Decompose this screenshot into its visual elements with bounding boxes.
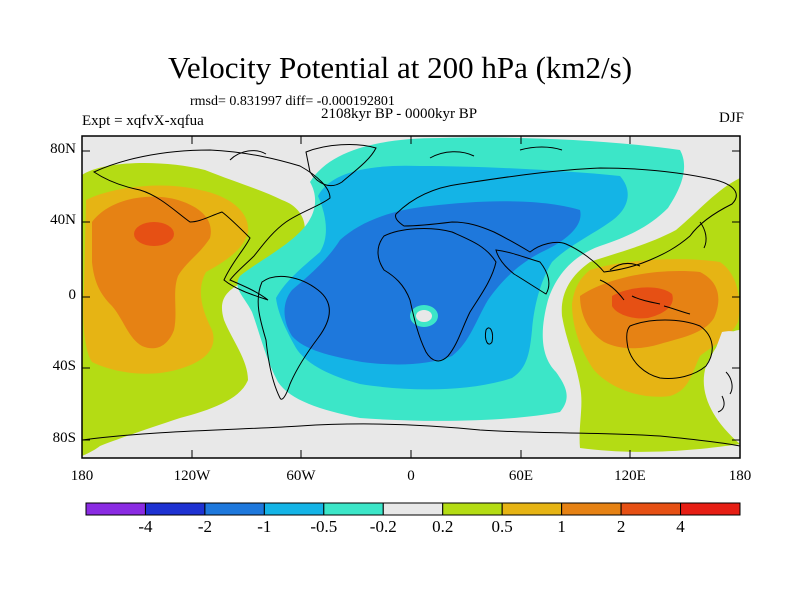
lat-label: 80S bbox=[52, 430, 76, 446]
colorbar-swatch bbox=[85, 502, 146, 516]
colorbar-label: 1 bbox=[557, 517, 566, 536]
lat-label: 0 bbox=[68, 287, 77, 303]
lon-label: 120E bbox=[614, 468, 646, 484]
colorbar-swatch bbox=[144, 502, 206, 516]
colorbar-label: -4 bbox=[138, 517, 153, 536]
contour-fields bbox=[82, 137, 740, 456]
lat-label: 40S bbox=[52, 358, 76, 374]
colorbar-swatch bbox=[680, 502, 741, 516]
lon-label: 60W bbox=[286, 468, 316, 484]
lon-label: 0 bbox=[407, 468, 415, 484]
contour-core-east bbox=[612, 287, 673, 319]
lat-label: 80N bbox=[50, 141, 76, 157]
colorbar bbox=[85, 502, 741, 516]
season-label: DJF bbox=[718, 110, 744, 126]
colorbar-swatch bbox=[204, 502, 265, 516]
colorbar-label: 4 bbox=[676, 517, 685, 536]
axis-ticks bbox=[82, 136, 740, 458]
experiment-label: Expt = xqfvX-xqfua bbox=[82, 113, 204, 129]
lon-label: 60E bbox=[508, 468, 534, 484]
colorbar-swatch bbox=[263, 502, 325, 516]
colorbar-swatch bbox=[620, 502, 682, 516]
contour-core-west bbox=[134, 222, 174, 246]
colorbar-swatch bbox=[323, 502, 384, 516]
lon-label: 180 bbox=[70, 468, 94, 484]
period-text: 2108kyr BP - 0000kyr BP bbox=[321, 106, 478, 122]
colorbar-swatch bbox=[561, 502, 622, 516]
colorbar-label: -0.5 bbox=[310, 517, 338, 536]
colorbar-swatch bbox=[382, 502, 444, 516]
coastlines bbox=[82, 144, 740, 447]
chart-title: Velocity Potential at 200 hPa (km2/s) bbox=[167, 50, 633, 85]
colorbar-label: -0.2 bbox=[369, 517, 397, 536]
lon-label: 120W bbox=[173, 468, 211, 484]
colorbar-swatch bbox=[442, 502, 503, 516]
contour-blue-main bbox=[284, 201, 581, 365]
colorbar-label: 0.5 bbox=[491, 517, 513, 536]
colorbar-label: 0.2 bbox=[432, 517, 454, 536]
colorbar-label: -1 bbox=[257, 517, 272, 536]
stats-text: rmsd= 0.831997 diff= -0.000192801 bbox=[190, 94, 395, 109]
lon-label: 180 bbox=[728, 468, 752, 484]
colorbar-label: -2 bbox=[197, 517, 212, 536]
lat-label: 40N bbox=[50, 212, 76, 228]
colorbar-swatch bbox=[501, 502, 563, 516]
contour-darkorange-west bbox=[92, 196, 211, 349]
colorbar-label: 2 bbox=[616, 517, 626, 536]
